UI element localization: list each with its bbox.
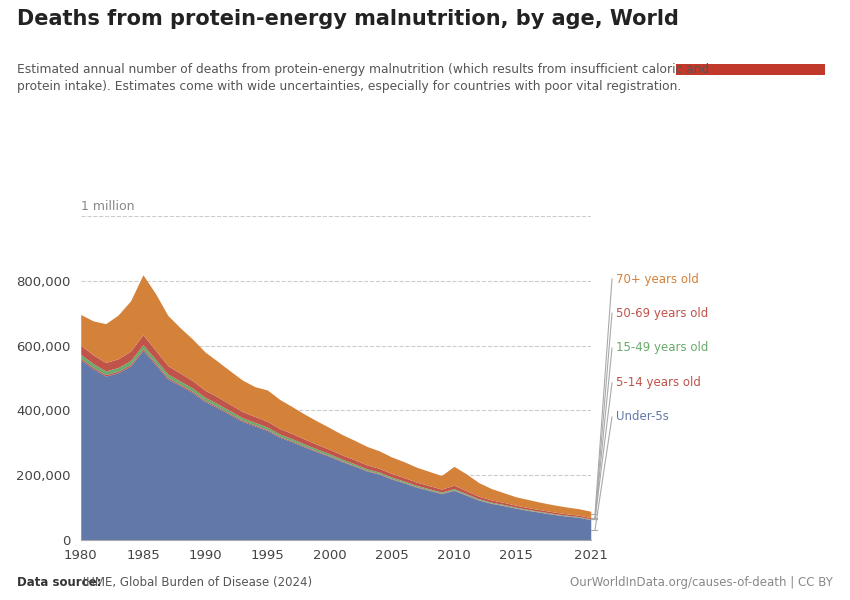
Text: Data source:: Data source: [17, 576, 101, 589]
Text: Estimated annual number of deaths from protein-energy malnutrition (which result: Estimated annual number of deaths from p… [17, 63, 709, 93]
Bar [676, 64, 824, 75]
Text: OurWorldInData.org/causes-of-death | CC BY: OurWorldInData.org/causes-of-death | CC … [570, 576, 833, 589]
Text: Our World: Our World [720, 25, 779, 35]
Text: IHME, Global Burden of Disease (2024): IHME, Global Burden of Disease (2024) [79, 576, 312, 589]
Text: 5-14 years old: 5-14 years old [616, 376, 701, 389]
Text: Deaths from protein-energy malnutrition, by age, World: Deaths from protein-energy malnutrition,… [17, 9, 679, 29]
Text: 70+ years old: 70+ years old [616, 272, 699, 286]
Text: 15-49 years old: 15-49 years old [616, 341, 709, 355]
Text: in Data: in Data [728, 44, 772, 53]
Text: 1 million: 1 million [81, 200, 134, 213]
Text: 50-69 years old: 50-69 years old [616, 307, 709, 320]
Text: Under-5s: Under-5s [616, 410, 669, 424]
